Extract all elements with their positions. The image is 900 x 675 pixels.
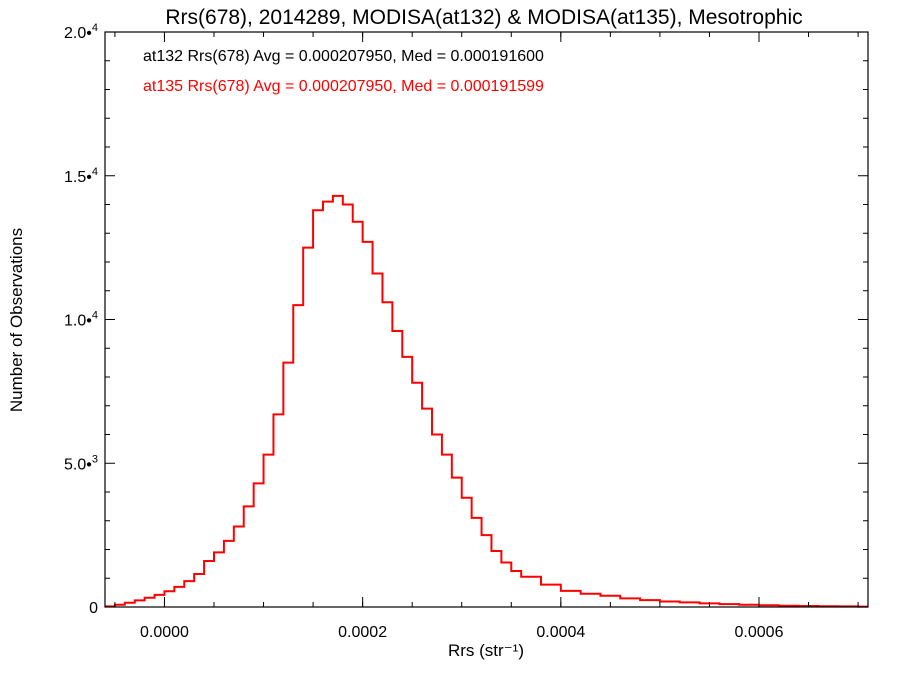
series-line-0	[105, 194, 868, 608]
legend-entry-1: at135 Rrs(678) Avg = 0.000207950, Med = …	[143, 78, 544, 95]
y-tick-label: 0	[89, 600, 98, 617]
y-tick-label: 5.0•3	[64, 453, 98, 473]
y-axis-label: Number of Observations	[7, 228, 26, 412]
x-tick-label: 0.0004	[536, 624, 585, 641]
chart-title: Rrs(678), 2014289, MODISA(at132) & MODIS…	[165, 6, 802, 29]
x-tick-label: 0.0002	[338, 624, 387, 641]
plot-area	[105, 194, 868, 608]
y-tick-label: 1.0•4	[64, 310, 98, 330]
legend-entry-0: at132 Rrs(678) Avg = 0.000207950, Med = …	[143, 48, 544, 65]
x-tick-label: 0.0000	[140, 624, 189, 641]
axis-ticks: 0.0000 0.0002 0.0004 0.0006 0 5.0•3 1.0•4 1.5•4…	[64, 22, 868, 641]
x-tick-label: 0.0006	[735, 624, 784, 641]
y-tick-label: 2.0•4	[64, 22, 98, 42]
x-axis-label: Rrs (str⁻¹)	[448, 641, 524, 660]
plot-frame	[104, 31, 869, 608]
y-tick-label: 1.5•4	[64, 166, 98, 186]
legend: at132 Rrs(678) Avg = 0.000207950, Med = …	[143, 48, 544, 95]
